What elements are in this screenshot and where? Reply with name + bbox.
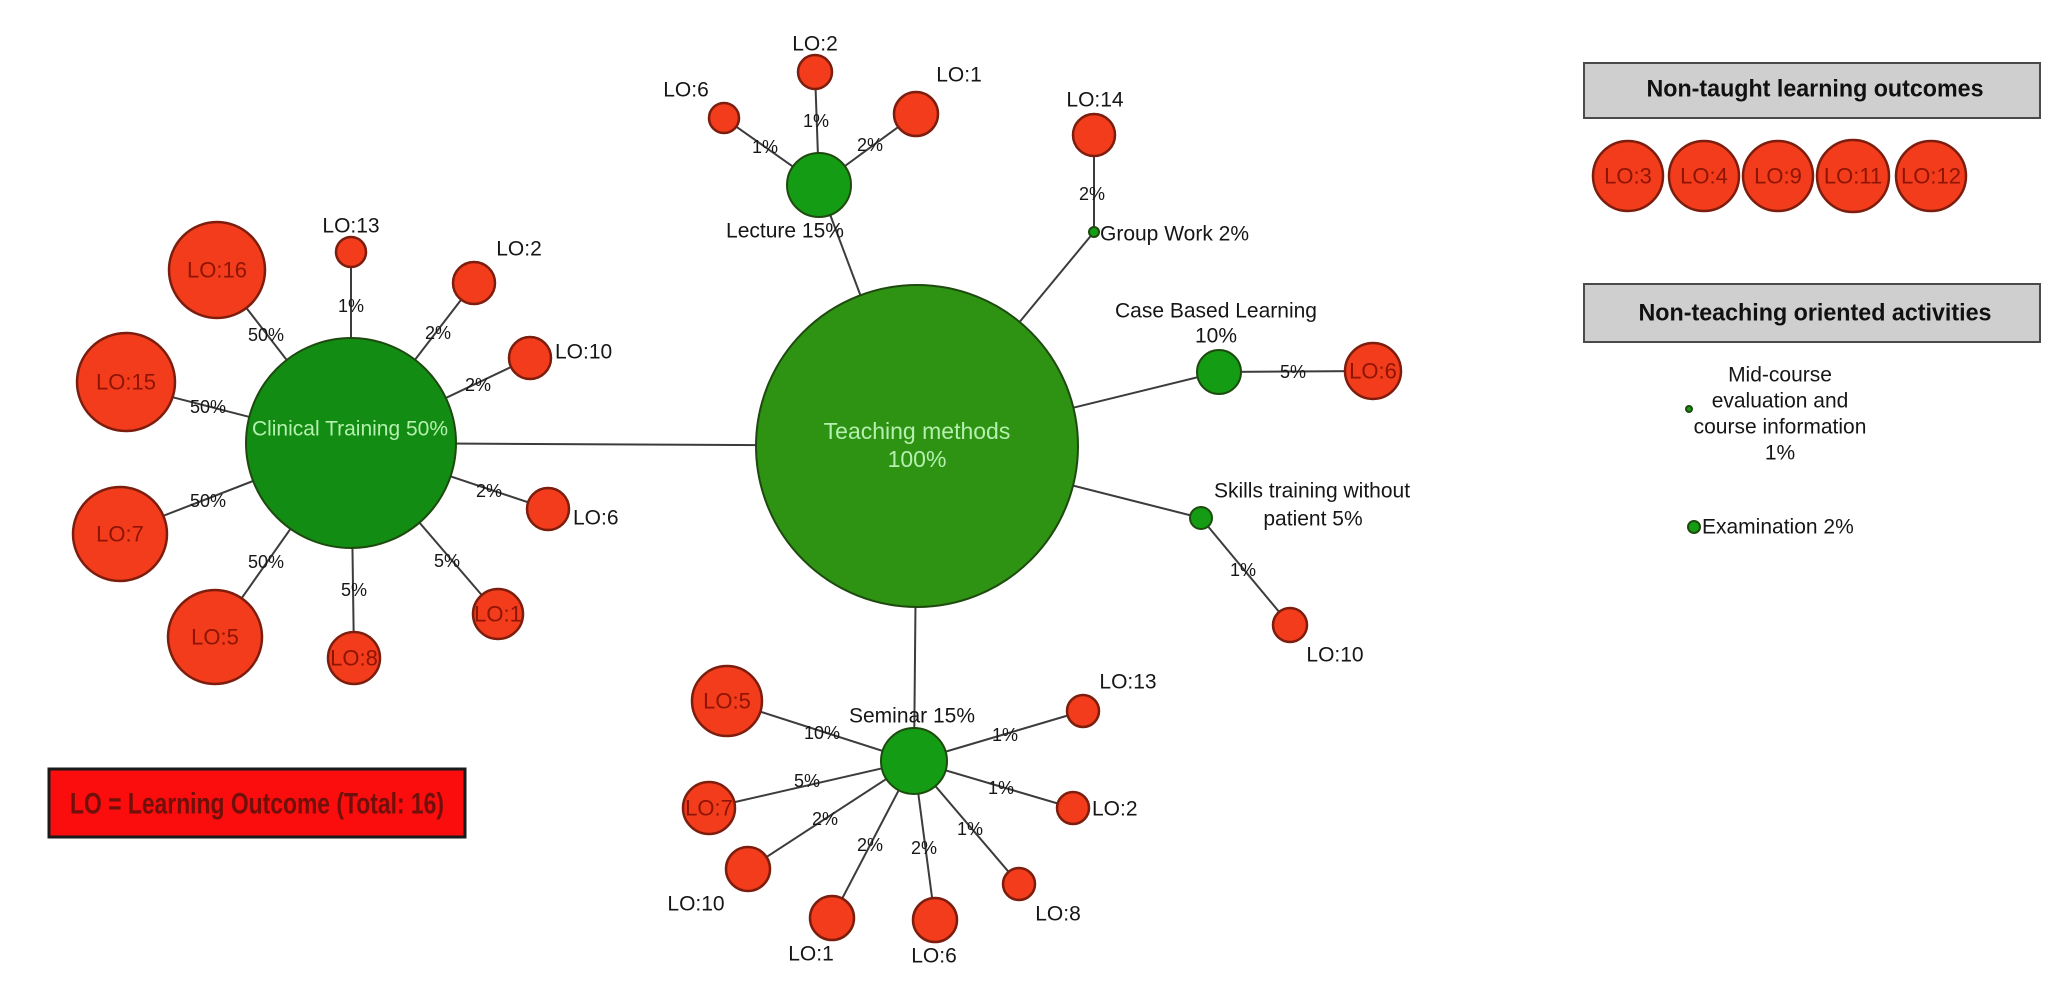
svg-text:LO:5: LO:5 <box>191 625 239 650</box>
svg-text:5%: 5% <box>1280 362 1306 382</box>
svg-text:LO:3: LO:3 <box>1604 164 1652 189</box>
svg-text:LO:2: LO:2 <box>496 238 542 261</box>
svg-text:1%: 1% <box>752 137 778 157</box>
svg-text:LO:11: LO:11 <box>1824 164 1882 189</box>
svg-text:Non-teaching oriented activiti: Non-teaching oriented activities <box>1639 300 1992 327</box>
svg-text:2%: 2% <box>857 135 883 155</box>
svg-text:5%: 5% <box>434 551 460 571</box>
svg-text:Teaching methods: Teaching methods <box>824 418 1011 444</box>
svg-text:LO:14: LO:14 <box>1066 89 1124 112</box>
svg-text:1%: 1% <box>988 778 1014 798</box>
svg-text:Group Work 2%: Group Work 2% <box>1100 223 1249 246</box>
svg-text:1%: 1% <box>803 111 829 131</box>
svg-text:5%: 5% <box>341 580 367 600</box>
svg-text:LO:6: LO:6 <box>1349 359 1397 384</box>
svg-text:1%: 1% <box>338 296 364 316</box>
svg-text:Non-taught learning outcomes: Non-taught learning outcomes <box>1647 76 1984 103</box>
svg-text:LO:5: LO:5 <box>703 689 751 714</box>
svg-text:LO:6: LO:6 <box>911 945 957 968</box>
svg-text:Skills training without: Skills training without <box>1214 480 1410 503</box>
svg-text:LO:9: LO:9 <box>1754 164 1802 189</box>
svg-text:2%: 2% <box>1079 184 1105 204</box>
svg-text:50%: 50% <box>190 491 226 511</box>
svg-text:evaluation and: evaluation and <box>1712 390 1849 413</box>
svg-text:1%: 1% <box>1765 442 1795 465</box>
svg-text:1%: 1% <box>1230 560 1256 580</box>
svg-text:LO:13: LO:13 <box>322 215 379 238</box>
svg-text:Seminar 15%: Seminar 15% <box>849 705 975 728</box>
svg-text:LO:8: LO:8 <box>1035 903 1081 926</box>
svg-text:LO:6: LO:6 <box>573 507 619 530</box>
svg-text:LO:1: LO:1 <box>936 64 982 87</box>
svg-text:Examination 2%: Examination 2% <box>1702 516 1854 539</box>
svg-text:LO:1: LO:1 <box>788 943 834 966</box>
svg-text:2%: 2% <box>857 835 883 855</box>
svg-text:50%: 50% <box>190 397 226 417</box>
svg-text:LO:4: LO:4 <box>1680 164 1728 189</box>
svg-text:LO:12: LO:12 <box>1901 164 1961 189</box>
svg-text:Lecture 15%: Lecture 15% <box>726 220 844 243</box>
svg-text:LO:10: LO:10 <box>555 341 612 364</box>
svg-text:1%: 1% <box>957 819 983 839</box>
svg-text:2%: 2% <box>812 809 838 829</box>
svg-text:Mid-course: Mid-course <box>1728 364 1832 387</box>
svg-text:LO:7: LO:7 <box>96 522 144 547</box>
svg-text:course information: course information <box>1694 416 1867 439</box>
svg-text:LO:15: LO:15 <box>96 370 156 395</box>
svg-text:LO:6: LO:6 <box>663 79 709 102</box>
svg-text:patient 5%: patient 5% <box>1263 508 1362 531</box>
svg-text:LO:10: LO:10 <box>1306 644 1363 667</box>
svg-text:50%: 50% <box>248 325 284 345</box>
svg-text:5%: 5% <box>794 771 820 791</box>
svg-text:LO:1: LO:1 <box>474 602 522 627</box>
svg-text:10%: 10% <box>1195 325 1237 348</box>
svg-text:2%: 2% <box>476 481 502 501</box>
svg-text:2%: 2% <box>911 838 937 858</box>
svg-text:2%: 2% <box>425 323 451 343</box>
svg-text:LO:16: LO:16 <box>187 258 247 283</box>
svg-text:LO = Learning Outcome (Total:: LO = Learning Outcome (Total: 16) <box>70 788 444 821</box>
svg-text:50%: 50% <box>248 552 284 572</box>
svg-text:Case Based Learning: Case Based Learning <box>1115 300 1317 323</box>
svg-text:LO:2: LO:2 <box>792 33 838 56</box>
svg-text:LO:8: LO:8 <box>330 646 378 671</box>
svg-text:1%: 1% <box>992 725 1018 745</box>
svg-text:100%: 100% <box>888 446 947 472</box>
svg-text:LO:2: LO:2 <box>1092 798 1138 821</box>
svg-text:Clinical Training 50%: Clinical Training 50% <box>252 418 448 441</box>
svg-text:LO:7: LO:7 <box>685 796 733 821</box>
svg-text:2%: 2% <box>465 375 491 395</box>
svg-text:10%: 10% <box>804 723 840 743</box>
svg-text:LO:10: LO:10 <box>667 893 724 916</box>
svg-text:LO:13: LO:13 <box>1099 671 1156 694</box>
